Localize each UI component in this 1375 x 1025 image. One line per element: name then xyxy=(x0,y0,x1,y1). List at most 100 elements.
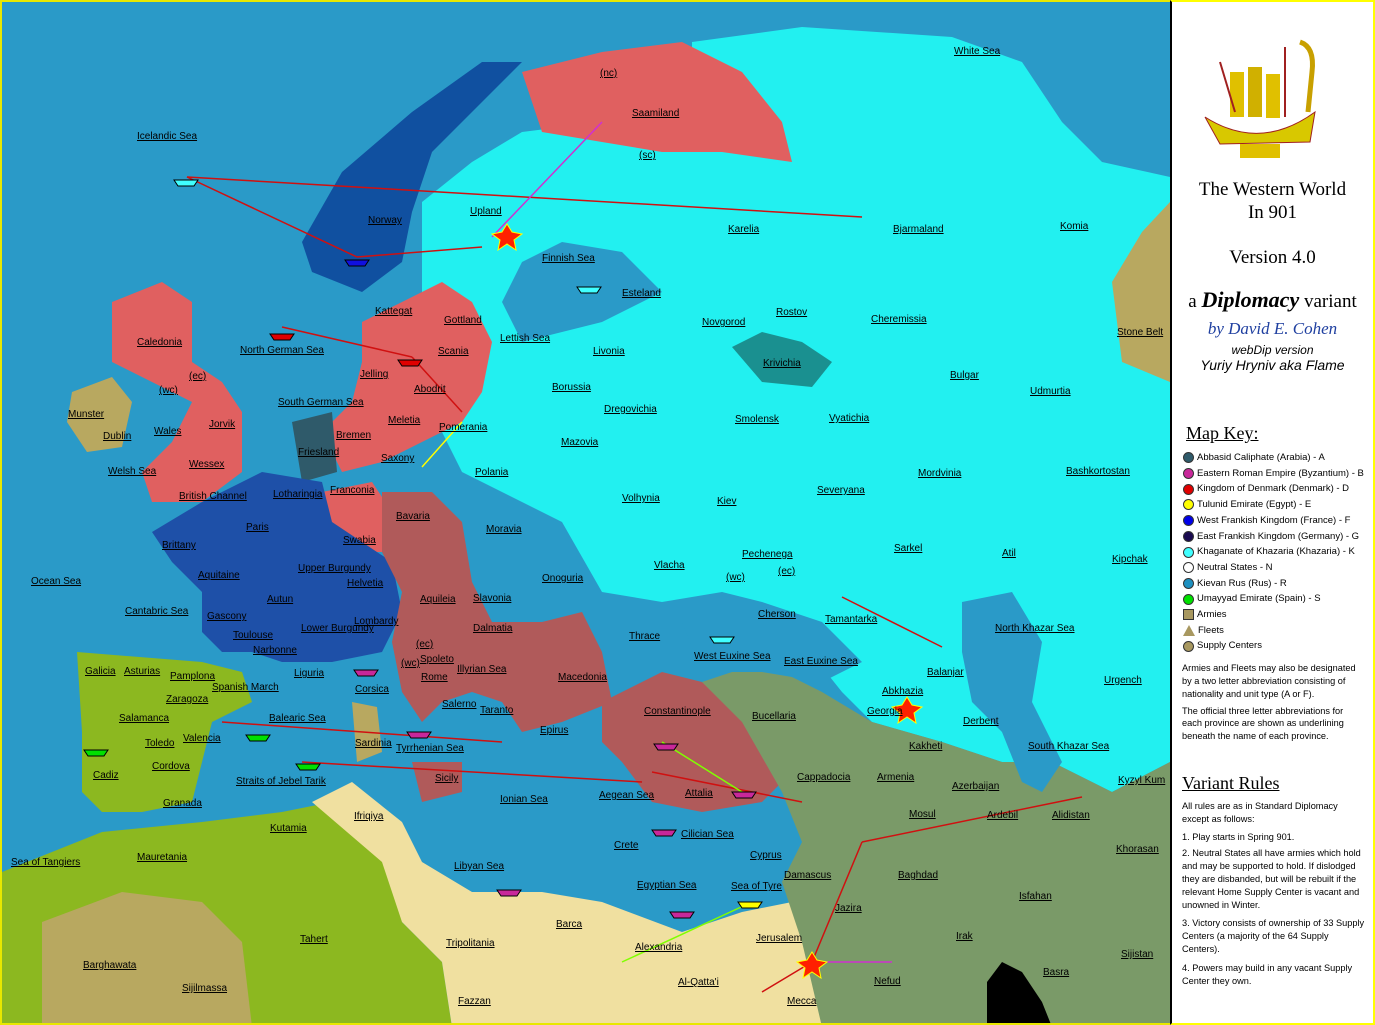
province-label[interactable]: Kipchak xyxy=(1112,554,1148,565)
province-label[interactable]: Taranto xyxy=(480,705,514,716)
province-label[interactable]: Illyrian Sea xyxy=(457,664,507,675)
province-label[interactable]: Aquileia xyxy=(420,594,456,605)
province-label[interactable]: Stone Belt xyxy=(1117,327,1164,338)
province-label[interactable]: Barghawata xyxy=(83,960,137,971)
province-label[interactable]: Scania xyxy=(438,346,469,357)
province-label[interactable]: Paris xyxy=(246,522,269,533)
province-label[interactable]: Dalmatia xyxy=(473,623,513,634)
province-label[interactable]: Upper Burgundy xyxy=(298,563,371,574)
province-label[interactable]: Irak xyxy=(956,931,973,942)
province-label[interactable]: Wessex xyxy=(189,459,225,470)
province-label[interactable]: Bucellaria xyxy=(752,711,796,722)
province-label[interactable]: Jelling xyxy=(360,369,389,380)
province-label[interactable]: Thrace xyxy=(629,631,661,642)
province-label[interactable]: Slavonia xyxy=(473,593,512,604)
province-label[interactable]: Brittany xyxy=(162,540,196,551)
province-label[interactable]: Nefud xyxy=(874,976,901,987)
province-label[interactable]: Saxony xyxy=(381,453,415,464)
province-label[interactable]: Ifriqiya xyxy=(354,811,384,822)
province-label[interactable]: Pamplona xyxy=(170,671,216,682)
province-label[interactable]: Alidistan xyxy=(1052,810,1090,821)
province-label[interactable]: Gottland xyxy=(444,315,482,326)
province-label[interactable]: Libyan Sea xyxy=(454,861,505,872)
province-label[interactable]: Sea of Tangiers xyxy=(11,857,81,868)
province-label[interactable]: Cappadocia xyxy=(797,772,851,783)
region-denmark-saamiland[interactable] xyxy=(522,42,792,162)
province-label[interactable]: Vlacha xyxy=(654,560,685,571)
province-label[interactable]: Livonia xyxy=(593,346,625,357)
province-label[interactable]: Cordova xyxy=(152,761,190,772)
province-label[interactable]: Salerno xyxy=(442,699,477,710)
province-label[interactable]: Saamiland xyxy=(632,108,680,119)
province-label[interactable]: Udmurtia xyxy=(1030,386,1071,397)
province-label[interactable]: (wc) xyxy=(159,385,178,396)
province-label[interactable]: Swabia xyxy=(343,535,376,546)
province-label[interactable]: Bavaria xyxy=(396,511,430,522)
province-label[interactable]: Kattegat xyxy=(375,306,413,317)
province-label[interactable]: Norway xyxy=(368,215,402,226)
province-label[interactable]: Mordvinia xyxy=(918,468,962,479)
province-label[interactable]: Kyzyl Kum xyxy=(1118,775,1166,786)
province-label[interactable]: Helvetia xyxy=(347,578,384,589)
province-label[interactable]: Cilician Sea xyxy=(681,829,734,840)
region-arabia[interactable] xyxy=(702,662,1170,1025)
province-label[interactable]: Galicia xyxy=(85,666,116,677)
fleet-units[interactable] xyxy=(83,179,763,919)
province-label[interactable]: Liguria xyxy=(294,668,325,679)
province-label[interactable]: Baghdad xyxy=(898,870,939,881)
province-label[interactable]: Volhynia xyxy=(622,493,660,504)
province-label[interactable]: Tahert xyxy=(300,934,328,945)
province-label[interactable]: Ionian Sea xyxy=(500,794,548,805)
province-label[interactable]: Onoguria xyxy=(542,573,584,584)
region-france[interactable] xyxy=(152,472,402,662)
province-label[interactable]: Novgorod xyxy=(702,317,746,328)
region-egypt[interactable] xyxy=(312,782,842,1025)
province-label[interactable]: Valencia xyxy=(183,733,221,744)
province-label[interactable]: Toulouse xyxy=(233,630,274,641)
province-label[interactable]: East Euxine Sea xyxy=(784,656,858,667)
province-label[interactable]: Mosul xyxy=(909,809,936,820)
province-label[interactable]: Upland xyxy=(470,206,502,217)
province-label[interactable]: Constantinople xyxy=(644,706,711,717)
province-label[interactable]: Egyptian Sea xyxy=(637,880,697,891)
province-label[interactable]: Georgia xyxy=(867,706,903,717)
province-label[interactable]: Polania xyxy=(475,467,509,478)
province-label[interactable]: Karelia xyxy=(728,224,760,235)
province-label[interactable]: White Sea xyxy=(954,46,1001,57)
province-label[interactable]: (wc) xyxy=(726,572,745,583)
province-label[interactable]: Rostov xyxy=(776,307,808,318)
region-spain[interactable] xyxy=(77,652,252,812)
region-rus-north[interactable] xyxy=(302,62,522,292)
province-label[interactable]: Aquitaine xyxy=(198,570,240,581)
province-label[interactable]: Krivichia xyxy=(763,358,801,369)
region-byzantium-west[interactable] xyxy=(382,492,612,732)
province-label[interactable]: Epirus xyxy=(540,725,569,736)
province-label[interactable]: British Channel xyxy=(179,491,247,502)
province-label[interactable]: Al-Qatta'i xyxy=(678,977,719,988)
province-label[interactable]: Cantabric Sea xyxy=(125,606,189,617)
province-label[interactable]: Urgench xyxy=(1104,675,1142,686)
province-label[interactable]: Cadiz xyxy=(93,770,119,781)
province-label[interactable]: Welsh Sea xyxy=(108,466,157,477)
province-label[interactable]: (ec) xyxy=(416,639,434,650)
province-label[interactable]: Wales xyxy=(154,426,182,437)
province-label[interactable]: Bashkortostan xyxy=(1066,466,1130,477)
province-label[interactable]: Balearic Sea xyxy=(269,713,326,724)
province-label[interactable]: Severyana xyxy=(817,485,865,496)
province-label[interactable]: Barca xyxy=(556,919,583,930)
province-label[interactable]: Atil xyxy=(1002,548,1016,559)
province-label[interactable]: Gascony xyxy=(207,611,247,622)
province-label[interactable]: Vyatichia xyxy=(829,413,870,424)
province-label[interactable]: Abodrit xyxy=(414,384,446,395)
province-label[interactable]: (ec) xyxy=(778,566,796,577)
province-label[interactable]: Abkhazia xyxy=(882,686,924,697)
province-label[interactable]: Dublin xyxy=(103,431,132,442)
province-label[interactable]: Borussia xyxy=(552,382,591,393)
province-label[interactable]: Komia xyxy=(1060,221,1089,232)
province-label[interactable]: Khorasan xyxy=(1116,844,1159,855)
province-label[interactable]: Zaragoza xyxy=(166,694,209,705)
province-label[interactable]: (wc) xyxy=(401,658,420,669)
province-label[interactable]: Kakheti xyxy=(909,741,943,752)
province-label[interactable]: Bulgar xyxy=(950,370,979,381)
province-label[interactable]: Mazovia xyxy=(561,437,599,448)
